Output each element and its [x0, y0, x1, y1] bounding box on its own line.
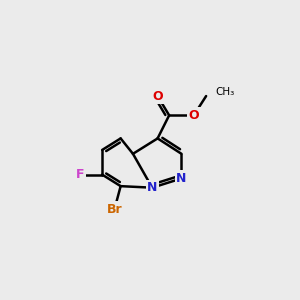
Text: O: O: [152, 90, 163, 103]
Text: N: N: [176, 172, 187, 185]
Text: CH₃: CH₃: [215, 87, 235, 97]
Text: F: F: [76, 168, 85, 181]
Text: N: N: [147, 181, 158, 194]
Text: O: O: [188, 109, 199, 122]
Text: Br: Br: [107, 203, 122, 216]
